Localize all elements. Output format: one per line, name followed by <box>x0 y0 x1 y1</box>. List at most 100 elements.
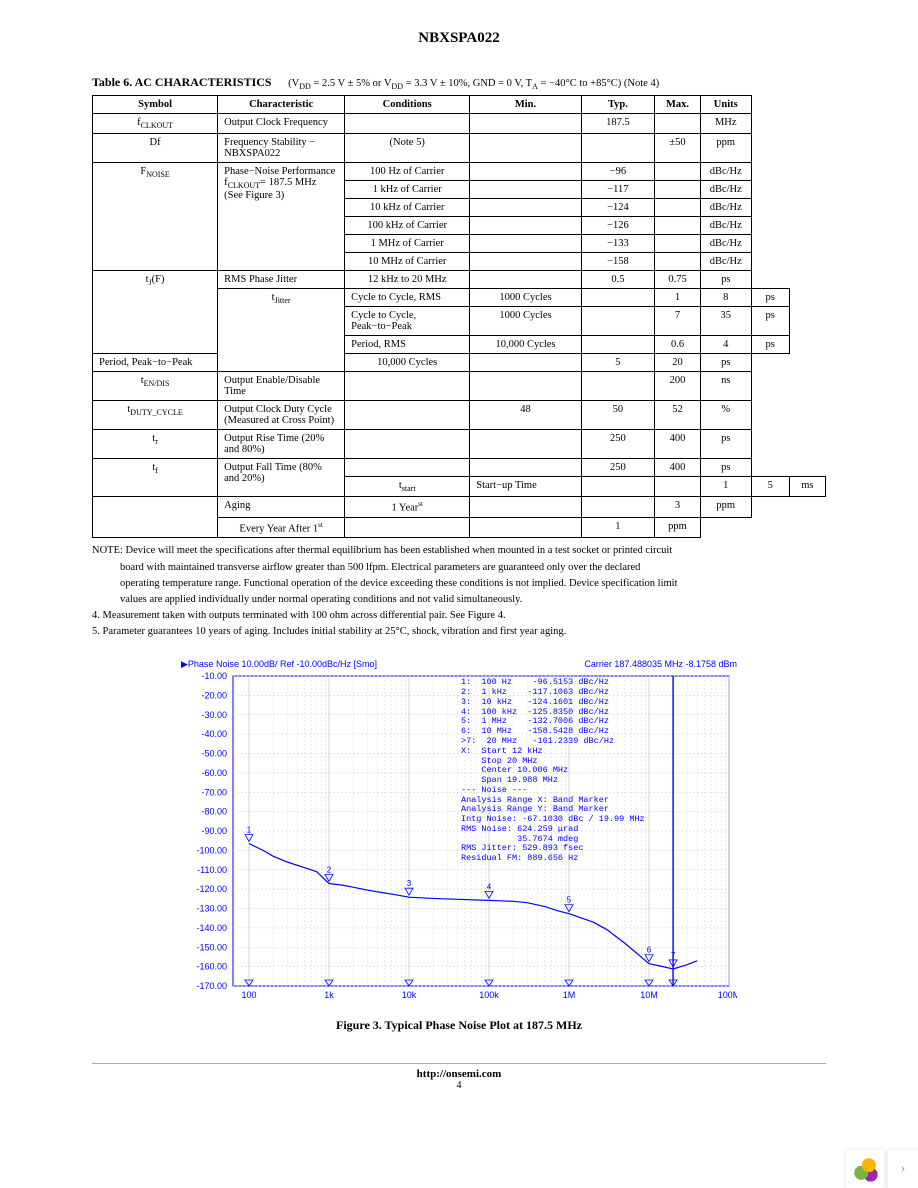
cell-units: ps <box>751 289 789 307</box>
cell-max: 35 <box>700 307 751 336</box>
cell-symbol: tJ(F) <box>93 271 218 354</box>
col-header: Symbol <box>93 96 218 114</box>
cell-typ: 250 <box>581 459 654 477</box>
svg-text:2: 2 <box>327 866 332 875</box>
cell-typ: 50 <box>581 401 654 430</box>
cell-conditions: 10 kHz of Carrier <box>345 199 470 217</box>
table-row: FNOISEPhase−Noise PerformancefCLKOUT= 18… <box>93 163 826 181</box>
svg-text:-40.00: -40.00 <box>201 730 227 740</box>
cell-units: dBc/Hz <box>700 181 751 199</box>
cell-max <box>655 114 701 134</box>
col-header: Conditions <box>345 96 470 114</box>
cell-typ: −158 <box>581 253 654 271</box>
cell-min <box>470 430 581 459</box>
cell-characteristic: Output Clock Frequency <box>218 114 345 134</box>
cell-min <box>470 271 581 289</box>
cell-max <box>655 181 701 199</box>
cell-symbol: tf <box>93 459 218 497</box>
table-row: tJ(F)RMS Phase Jitter12 kHz to 20 MHz0.5… <box>93 271 826 289</box>
svg-text:-150.00: -150.00 <box>196 943 227 953</box>
table-cond-1: (V <box>288 78 299 89</box>
cell-conditions: 10 MHz of Carrier <box>345 253 470 271</box>
cell-symbol: tr <box>93 430 218 459</box>
cell-symbol: Df <box>93 134 218 163</box>
cell-conditions: 100 Hz of Carrier <box>345 163 470 181</box>
cell-max: 8 <box>700 289 751 307</box>
cell-units: ppm <box>700 497 751 518</box>
table-row: tDUTY_CYCLEOutput Clock Duty Cycle(Measu… <box>93 401 826 430</box>
cell-min <box>470 235 581 253</box>
cell-min <box>581 289 654 307</box>
footer-page: 4 <box>92 1080 826 1091</box>
svg-text:-70.00: -70.00 <box>201 788 227 798</box>
cell-units: dBc/Hz <box>700 163 751 181</box>
sub-a: A <box>532 82 538 91</box>
footer-url: http://onsemi.com <box>92 1068 826 1080</box>
note-label: NOTE: <box>92 545 123 556</box>
cell-max: 3 <box>655 497 701 518</box>
part-number: NBXSPA022 <box>92 30 826 47</box>
figure-caption: Figure 3. Typical Phase Noise Plot at 18… <box>92 1018 826 1033</box>
chart-svg: -10.00-20.00-30.00-40.00-50.00-60.00-70.… <box>181 672 737 1004</box>
chart-top-right: Carrier 187.488035 MHz -8.1758 dBm <box>584 659 737 670</box>
phase-noise-chart: ▶Phase Noise 10.00dB/ Ref -10.00dBc/Hz [… <box>181 659 737 1004</box>
cell-units: ps <box>700 430 751 459</box>
cell-typ: 0.6 <box>655 336 701 354</box>
svg-text:6: 6 <box>647 946 652 955</box>
cell-min <box>470 497 581 518</box>
svg-text:100k: 100k <box>479 990 499 1000</box>
cell-symbol: tJitter <box>218 289 345 372</box>
svg-text:-170.00: -170.00 <box>196 981 227 991</box>
cell-min <box>470 163 581 181</box>
svg-text:-80.00: -80.00 <box>201 807 227 817</box>
cell-typ <box>581 497 654 518</box>
cell-typ: −117 <box>581 181 654 199</box>
svg-text:7: 7 <box>671 951 676 960</box>
cell-conditions <box>345 459 470 477</box>
cell-typ: 1 <box>655 289 701 307</box>
nav-next-button[interactable]: › <box>888 1150 918 1188</box>
svg-text:1M: 1M <box>563 990 576 1000</box>
cell-max: 1 <box>581 517 654 538</box>
cell-units: ms <box>789 477 825 497</box>
nav-logo-icon[interactable] <box>846 1150 884 1188</box>
cell-symbol: fCLKOUT <box>93 114 218 134</box>
cell-characteristic: Output Fall Time (80% and 20%) <box>218 459 345 497</box>
cell-min <box>470 199 581 217</box>
cell-characteristic: Cycle to Cycle, RMS <box>345 289 470 307</box>
chart-top-left: ▶Phase Noise 10.00dB/ Ref -10.00dBc/Hz [… <box>181 659 377 670</box>
footer-rule <box>92 1063 826 1064</box>
cell-units: ppm <box>655 517 701 538</box>
cell-conditions: 1 Yearst <box>345 497 470 518</box>
col-header: Characteristic <box>218 96 345 114</box>
cell-characteristic: Frequency Stability − NBXSPA022 <box>218 134 345 163</box>
table-row: trOutput Rise Time (20% and 80%)250400ps <box>93 430 826 459</box>
ac-characteristics-table: SymbolCharacteristicConditionsMin.Typ.Ma… <box>92 95 826 538</box>
cell-conditions <box>345 430 470 459</box>
table-row: DfFrequency Stability − NBXSPA022(Note 5… <box>93 134 826 163</box>
svg-text:3: 3 <box>407 880 412 889</box>
table-row: tEN/DISOutput Enable/Disable Time200ns <box>93 372 826 401</box>
cell-min <box>470 134 581 163</box>
svg-text:-50.00: -50.00 <box>201 749 227 759</box>
cell-typ: 250 <box>581 430 654 459</box>
cell-characteristic: Period, RMS <box>345 336 470 354</box>
cell-min <box>470 253 581 271</box>
cell-min <box>655 477 701 497</box>
cell-characteristic: Phase−Noise PerformancefCLKOUT= 187.5 MH… <box>218 163 345 271</box>
cell-units: dBc/Hz <box>700 199 751 217</box>
cell-min <box>345 517 470 538</box>
cell-min <box>470 181 581 199</box>
cell-typ: 5 <box>581 354 654 372</box>
cell-units: ps <box>751 307 789 336</box>
cell-max <box>655 217 701 235</box>
cell-symbol <box>93 497 218 538</box>
table-cond-4: = −40°C to +85°C) (Note 4) <box>541 78 660 89</box>
table-title: Table 6. AC CHARACTERISTICS <box>92 75 272 89</box>
cell-conditions: 10,000 Cycles <box>345 354 470 372</box>
chart-readout: 1: 100 Hz -96.5153 dBc/Hz 2: 1 kHz -117.… <box>461 678 645 864</box>
cell-units: dBc/Hz <box>700 235 751 253</box>
cell-conditions: 1 MHz of Carrier <box>345 235 470 253</box>
cell-symbol: tDUTY_CYCLE <box>93 401 218 430</box>
cell-typ: 187.5 <box>581 114 654 134</box>
